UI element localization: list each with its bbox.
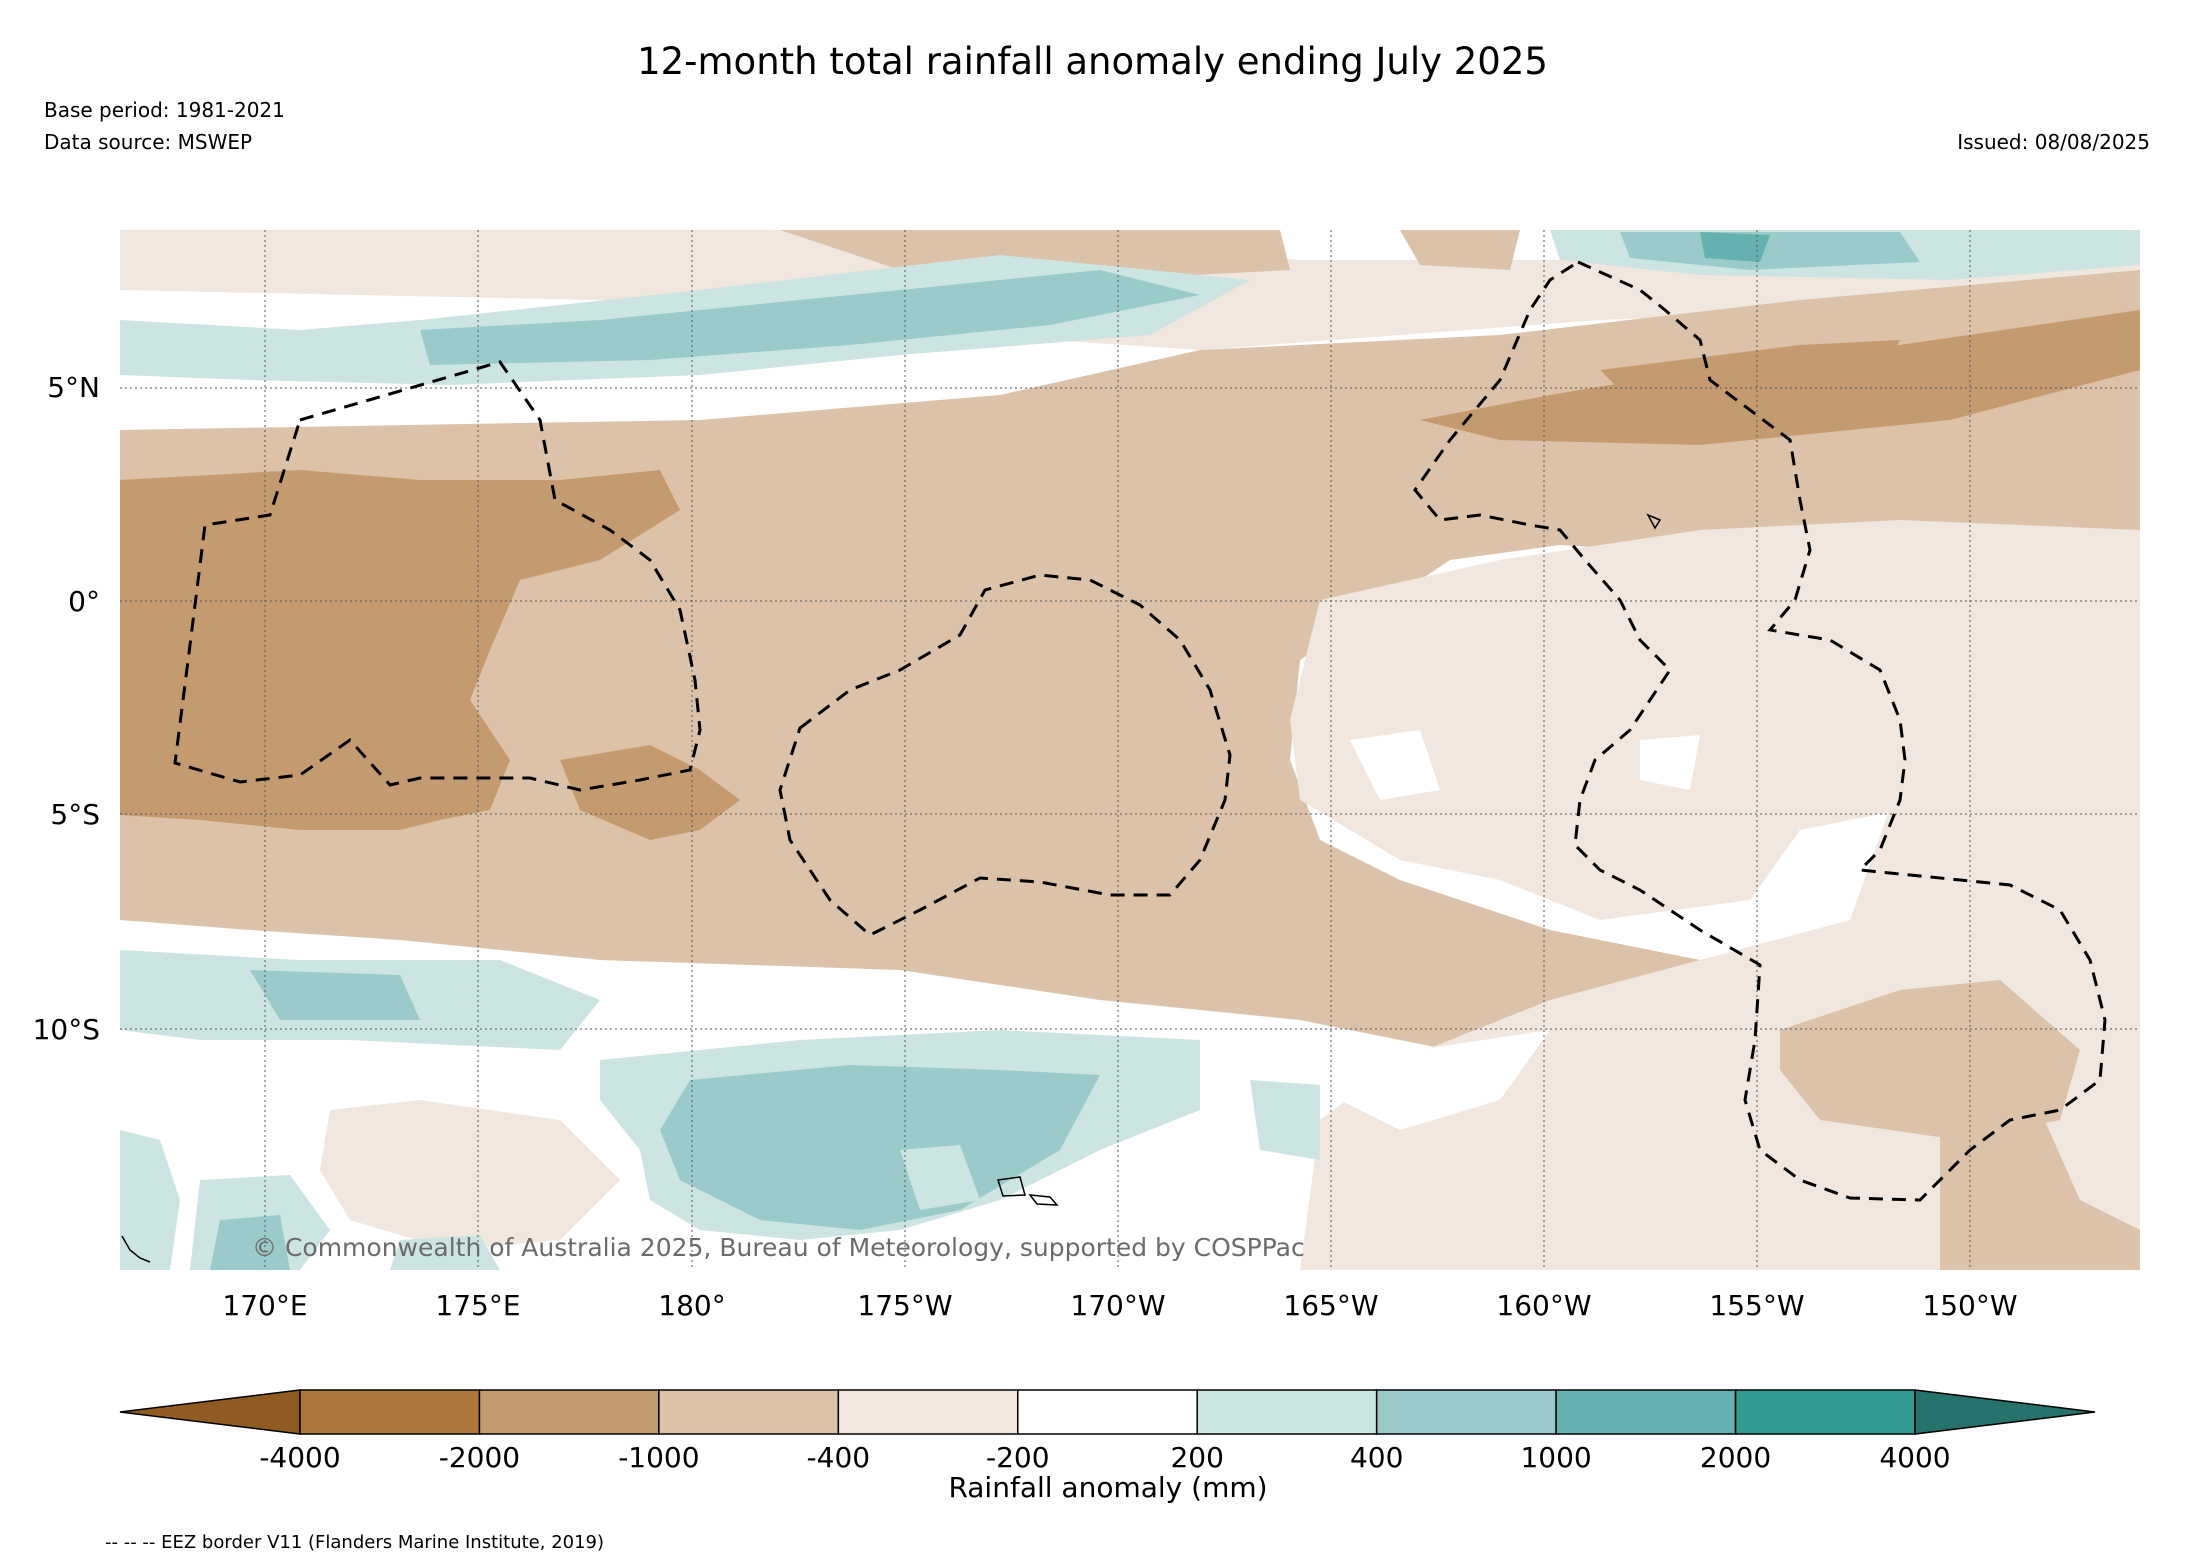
lon-label-175e: 175°E [435, 1289, 520, 1322]
colorbar-swatch [1555, 1389, 1737, 1435]
lat-label-5n: 5°N [47, 371, 100, 404]
colorbar-tick-label: -2000 [439, 1441, 520, 1474]
lon-label-175w: 175°W [857, 1289, 952, 1322]
latitude-labels: 5°N 0° 5°S 10°S [33, 371, 100, 1046]
colorbar-swatch [837, 1389, 1019, 1435]
colorbar-extend-low [119, 1389, 301, 1435]
colorbar-swatch [1375, 1389, 1557, 1435]
colorbar-tick-label: 200 [1170, 1441, 1223, 1474]
lat-label-10s: 10°S [33, 1013, 100, 1046]
colorbar-tick-label: -1000 [618, 1441, 699, 1474]
eez-legend-note: -- -- -- EEZ border V11 (Flanders Marine… [105, 1532, 605, 1553]
colorbar-swatch [299, 1389, 481, 1435]
graticule [120, 230, 2140, 1270]
issued-date: Issued: 08/08/2025 [1957, 130, 2150, 154]
colorbar-tick-label: -4000 [259, 1441, 340, 1474]
lon-label-180: 180° [658, 1289, 725, 1322]
colorbar-tick-label: -200 [986, 1441, 1050, 1474]
copyright-text: © Commonwealth of Australia 2025, Bureau… [252, 1233, 1305, 1262]
anomaly-field [120, 230, 2140, 1270]
lon-label-170w: 170°W [1070, 1289, 1165, 1322]
island-outlines [121, 513, 1662, 1263]
colorbar-swatch [1196, 1389, 1378, 1435]
colorbar-tick-label: 1000 [1520, 1441, 1591, 1474]
colorbar-tick-label: -400 [807, 1441, 871, 1474]
eez-borders [173, 260, 2107, 1202]
colorbar-tick-label: 400 [1350, 1441, 1403, 1474]
base-period: Base period: 1981-2021 [44, 98, 285, 122]
colorbar-extend-high [1914, 1389, 2096, 1435]
lat-label-5s: 5°S [50, 798, 100, 831]
colorbar-label: Rainfall anomaly (mm) [948, 1471, 1267, 1504]
colorbar-tick-labels: -4000 -2000 -1000 -400 -200 200 400 1000 2000 400… [259, 1441, 1950, 1474]
colorbar-tick-label: 4000 [1879, 1441, 1950, 1474]
colorbar-tick-label: 2000 [1700, 1441, 1771, 1474]
colorbar [119, 1389, 2096, 1435]
data-source: Data source: MSWEP [44, 130, 253, 154]
lon-label-155w: 155°W [1709, 1289, 1804, 1322]
colorbar-swatch [1017, 1389, 1198, 1435]
lon-label-165w: 165°W [1283, 1289, 1378, 1322]
lon-label-150w: 150°W [1922, 1289, 2017, 1322]
colorbar-swatch [658, 1389, 840, 1435]
lon-label-160w: 160°W [1496, 1289, 1591, 1322]
longitude-labels: 170°E 175°E 180° 175°W 170°W 165°W 160°W… [222, 1289, 2017, 1322]
map-title: 12-month total rainfall anomaly ending J… [637, 40, 1548, 83]
colorbar-swatch [478, 1389, 660, 1435]
colorbar-swatch [1734, 1389, 1916, 1435]
lat-label-0: 0° [68, 585, 100, 618]
lon-label-170e: 170°E [222, 1289, 307, 1322]
